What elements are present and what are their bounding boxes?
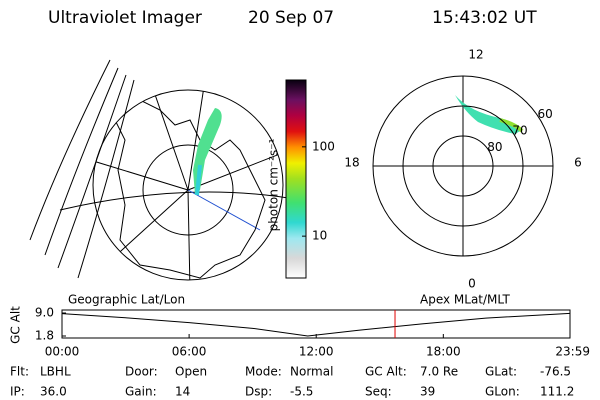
latitude-label: 70 <box>512 123 527 137</box>
field-label: Seq: <box>365 385 392 399</box>
mlt-label: 6 <box>574 156 582 170</box>
field-label: Mode: <box>245 365 282 379</box>
altitude-frame <box>61 309 571 339</box>
altitude-curve <box>61 312 571 337</box>
field-label: GC Alt: <box>365 365 407 379</box>
field-value: 14 <box>175 385 190 399</box>
latitude-label: 60 <box>538 107 553 121</box>
field-label: GLon: <box>485 385 520 399</box>
x-tick-label: 12:00 <box>299 345 334 359</box>
field-value: 39 <box>420 385 435 399</box>
geo-map <box>29 59 301 281</box>
field-value: LBHL <box>40 365 71 379</box>
x-tick-label: 18:00 <box>426 345 461 359</box>
coastline <box>109 99 266 279</box>
field-value: 111.2 <box>540 385 574 399</box>
meridians <box>93 90 283 280</box>
altitude-ylabel: GC Alt <box>9 306 23 344</box>
terminator <box>187 189 261 231</box>
aurora <box>455 95 522 134</box>
aurora <box>195 164 202 196</box>
colorbar-label: photon cm⁻²s⁻¹ <box>267 138 281 231</box>
field-label: Door: <box>125 365 158 379</box>
graticule <box>29 59 135 279</box>
altitude-left-title: Geographic Lat/Lon <box>68 293 185 307</box>
map-horizon <box>92 89 284 281</box>
field-value: 36.0 <box>40 385 67 399</box>
field-value: 7.0 Re <box>420 365 458 379</box>
y-tick-label: 1.8 <box>35 329 54 343</box>
date: 20 Sep 07 <box>248 8 334 28</box>
field-value: -5.5 <box>290 385 313 399</box>
field-value: -76.5 <box>540 365 571 379</box>
mlt-label: 12 <box>468 48 483 62</box>
latitude-label: 80 <box>487 140 502 154</box>
field-label: IP: <box>10 385 25 399</box>
field-label: Flt: <box>10 365 29 379</box>
instrument: Ultraviolet Imager <box>48 8 202 28</box>
mlt-label: 0 <box>468 277 476 291</box>
field-value: Normal <box>290 365 333 379</box>
colorbar <box>285 79 307 279</box>
x-tick-label: 23:59 <box>555 345 590 359</box>
field-label: Gain: <box>125 385 157 399</box>
field-value: Open <box>175 365 207 379</box>
field-label: Dsp: <box>245 385 272 399</box>
colorbar-tick-label: 10 <box>312 229 327 243</box>
latitude-ring <box>432 135 494 197</box>
mlt-label: 18 <box>344 156 359 170</box>
x-tick-label: 00:00 <box>45 345 80 359</box>
latitude-ring <box>402 105 524 227</box>
polar-plot <box>373 76 553 256</box>
latitude-ring <box>372 75 554 257</box>
y-tick-label: 9.0 <box>35 306 54 320</box>
latitude-circle <box>142 144 234 236</box>
altitude-right-title: Apex MLat/MLT <box>420 293 510 307</box>
field-label: GLat: <box>485 365 517 379</box>
x-tick-label: 06:00 <box>172 345 207 359</box>
time: 15:43:02 UT <box>432 8 537 28</box>
colorbar-tick-label: 100 <box>312 139 335 153</box>
